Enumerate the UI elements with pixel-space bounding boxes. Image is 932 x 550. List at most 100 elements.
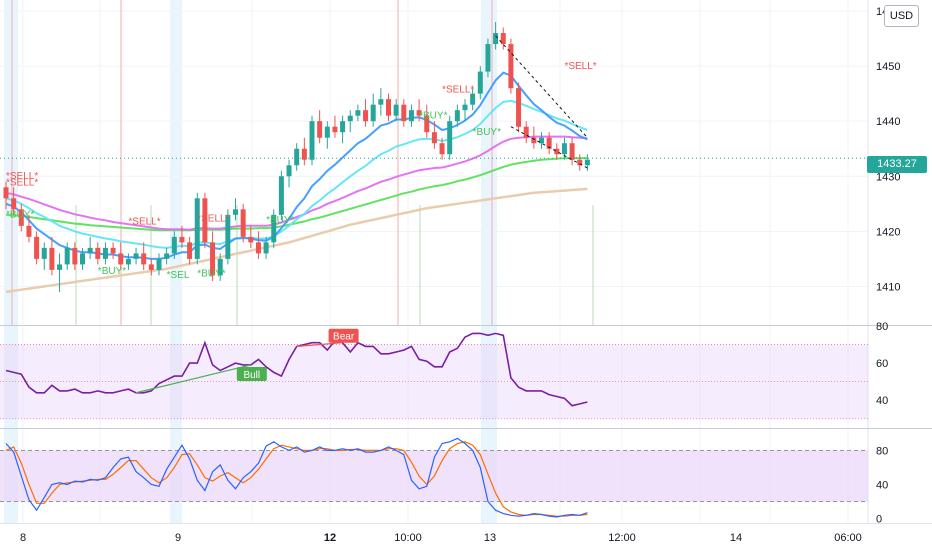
candle-body[interactable]: [141, 253, 147, 265]
candle-body[interactable]: [378, 99, 384, 105]
candle-body[interactable]: [263, 242, 269, 254]
candle-body[interactable]: [255, 242, 261, 254]
candle-body[interactable]: [363, 110, 369, 122]
candle-body[interactable]: [41, 247, 47, 259]
candle-body[interactable]: [110, 247, 116, 254]
candle-body[interactable]: [49, 247, 55, 270]
candle-body[interactable]: [72, 247, 78, 265]
candle-body[interactable]: [125, 258, 131, 265]
candle-body[interactable]: [133, 253, 139, 259]
candle-body[interactable]: [332, 126, 338, 133]
time-axis-tick: 12:00: [608, 532, 636, 544]
candle-body[interactable]: [64, 247, 70, 265]
bull-divergence-badge: [236, 366, 267, 381]
candle-body[interactable]: [408, 110, 414, 122]
candle-body[interactable]: [301, 148, 307, 160]
candle-body[interactable]: [539, 137, 544, 144]
candle-body[interactable]: [3, 187, 9, 199]
ema-fast-line: [5, 71, 588, 260]
candle-body[interactable]: [80, 253, 85, 265]
sell-signal-label: *SELL*: [128, 217, 160, 228]
candle-body[interactable]: [355, 110, 361, 116]
sma-line: [5, 187, 588, 294]
candle-body[interactable]: [57, 264, 63, 270]
buy-signal-label: *BUY*: [98, 266, 126, 277]
candle-body[interactable]: [424, 115, 430, 133]
candle-body[interactable]: [95, 247, 101, 259]
candle-body[interactable]: [233, 209, 238, 215]
price-axis-tick: 1440: [876, 116, 900, 128]
candle-body[interactable]: [577, 159, 583, 166]
candle-body[interactable]: [416, 110, 422, 116]
candle-body[interactable]: [18, 209, 24, 226]
candle-body[interactable]: [217, 258, 223, 276]
candle-body[interactable]: [11, 198, 17, 210]
price-axis-tick: 1420: [876, 226, 900, 238]
candle-body[interactable]: [164, 253, 170, 259]
sell-signal-label: *SELL*: [442, 85, 474, 96]
candle-body[interactable]: [470, 93, 476, 105]
candle-body[interactable]: [102, 247, 108, 259]
bull-divergence-label: Bull: [243, 370, 260, 381]
candle-body[interactable]: [194, 198, 200, 259]
candle-body[interactable]: [347, 115, 353, 122]
candle-body[interactable]: [340, 121, 346, 133]
candle-body[interactable]: [26, 225, 32, 237]
candle-body[interactable]: [393, 104, 399, 116]
time-axis-tick: 13: [484, 532, 496, 544]
candle-body[interactable]: [569, 143, 575, 160]
candle-body[interactable]: [309, 121, 315, 160]
candle-body[interactable]: [317, 121, 323, 138]
candle-body[interactable]: [431, 132, 437, 144]
candle-body[interactable]: [278, 176, 284, 215]
candle-body[interactable]: [225, 214, 231, 259]
candle-body[interactable]: [439, 143, 445, 155]
candle-body[interactable]: [561, 143, 567, 155]
candle-body[interactable]: [554, 148, 560, 155]
candle-body[interactable]: [156, 258, 162, 270]
candle-body[interactable]: [584, 159, 590, 166]
currency-button[interactable]: USD: [884, 5, 919, 27]
candle-body[interactable]: [516, 88, 522, 127]
bear-divergence-line: [296, 342, 343, 347]
candle-body[interactable]: [485, 44, 491, 72]
candle-body[interactable]: [531, 137, 537, 144]
candle-body[interactable]: [447, 121, 453, 155]
candle-body[interactable]: [87, 247, 93, 254]
candle-body[interactable]: [179, 236, 185, 243]
bear-divergence-label: Bear: [333, 332, 355, 343]
candle-body[interactable]: [546, 137, 552, 149]
ema-long-line: [5, 157, 588, 232]
candle-body[interactable]: [271, 214, 277, 243]
candle-body[interactable]: [493, 33, 499, 45]
ema-slow-line: [5, 135, 588, 231]
candle-body[interactable]: [477, 71, 483, 94]
candle-body[interactable]: [500, 33, 506, 45]
candle-body[interactable]: [248, 236, 254, 243]
trendline-lower: [510, 126, 588, 169]
candle-body[interactable]: [240, 209, 246, 237]
candle-body[interactable]: [386, 99, 391, 116]
candle-body[interactable]: [171, 236, 177, 254]
candle-body[interactable]: [118, 253, 124, 265]
candle-body[interactable]: [202, 198, 208, 243]
candle-body[interactable]: [401, 104, 407, 122]
candle-body[interactable]: [187, 242, 193, 259]
candle-body[interactable]: [34, 236, 40, 259]
candle-body[interactable]: [148, 264, 154, 270]
candle-body[interactable]: [294, 148, 300, 166]
sell-signal-label: *SELL*: [197, 213, 229, 224]
buy-signal-label: *BUY*: [6, 210, 34, 221]
buy-signal-label: *SEL: [167, 270, 190, 281]
candle-body[interactable]: [454, 110, 460, 122]
time-axis-tick: 8: [20, 532, 26, 544]
candle-body[interactable]: [462, 104, 468, 111]
candle-body[interactable]: [523, 126, 529, 138]
session-highlight: [170, 0, 182, 523]
candle-body[interactable]: [210, 242, 216, 276]
candle-body[interactable]: [286, 165, 292, 177]
candle-body[interactable]: [370, 104, 376, 122]
candle-body[interactable]: [508, 44, 514, 89]
candle-body[interactable]: [324, 126, 330, 138]
